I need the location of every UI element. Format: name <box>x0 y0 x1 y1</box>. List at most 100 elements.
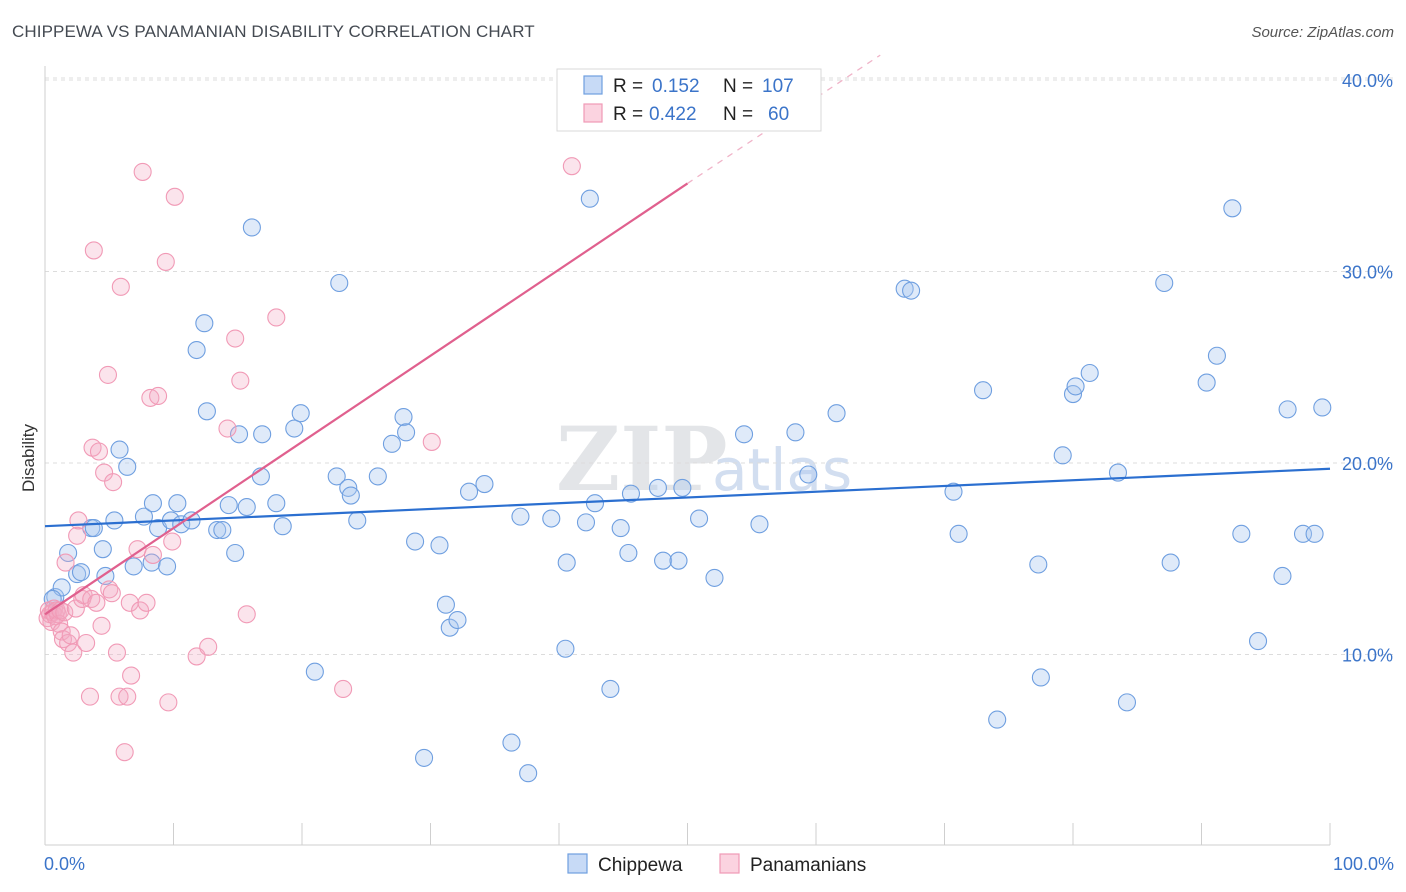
chippewa-point <box>1313 398 1332 417</box>
y-tick-label: 30.0% <box>1342 263 1393 283</box>
panamanians-point <box>52 622 71 641</box>
panamanians-trend-line-extension <box>687 54 881 184</box>
panamanians-point <box>64 643 83 662</box>
chippewa-point <box>229 425 249 444</box>
chippewa-point <box>1161 553 1180 572</box>
chippewa-point <box>273 517 292 536</box>
chippewa-point <box>673 478 692 497</box>
bottom-legend-label-chippewa: Chippewa <box>598 855 683 876</box>
chippewa-point <box>1197 373 1216 392</box>
chippewa-point <box>556 639 575 658</box>
chippewa-point <box>291 404 310 423</box>
panamanians-point <box>267 308 286 327</box>
panamanians-point <box>89 442 109 461</box>
chippewa-point <box>1155 273 1174 293</box>
panamanians-point <box>80 687 100 706</box>
panamanians-point <box>118 687 137 706</box>
chippewa-point <box>394 407 413 427</box>
chippewa-point <box>1066 377 1085 396</box>
chippewa-point <box>750 515 769 534</box>
chippewa-point <box>110 440 129 459</box>
chippewa-point <box>973 381 993 400</box>
panamanians-point <box>334 679 353 699</box>
chippewa-point <box>219 496 238 515</box>
chart-title: CHIPPEWA VS PANAMANIAN DISABILITY CORREL… <box>12 22 535 41</box>
panamanians-point <box>165 187 184 206</box>
legend-r-value-chippewa: 0.152 <box>652 76 700 97</box>
panamanians-point <box>163 532 182 551</box>
chippewa-point <box>475 475 494 494</box>
chippewa-point <box>348 511 367 530</box>
chippewa-point <box>267 494 286 513</box>
chippewa-point <box>226 543 245 563</box>
legend-n-label-chippewa: N = <box>723 76 753 97</box>
chart-source: Source: ZipAtlas.com <box>1251 24 1394 41</box>
chippewa-point <box>253 425 272 444</box>
chippewa-point <box>305 662 324 681</box>
chippewa-point <box>142 553 161 572</box>
panamanians-point <box>77 633 96 653</box>
y-tick-label: 10.0% <box>1342 646 1393 666</box>
chippewa-point <box>944 482 963 501</box>
panamanians-point <box>131 601 150 620</box>
watermark: ZIP atlas <box>556 407 852 511</box>
legend-r-label-chippewa: R = <box>613 76 643 97</box>
chippewa-point <box>1223 199 1242 218</box>
legend-r-value-panamanians: 0.422 <box>649 104 697 125</box>
chippewa-point <box>208 520 227 540</box>
series-legend: Chippewa Panamanians <box>567 853 866 876</box>
panamanians-point <box>141 388 160 407</box>
chippewa-trend-line <box>44 467 1331 528</box>
chippewa-point <box>1108 463 1128 482</box>
chippewa-point <box>440 618 459 637</box>
panamanians-point <box>226 329 245 348</box>
chippewa-point <box>648 478 667 497</box>
chippewa-point <box>237 497 256 517</box>
panamanians-point <box>68 526 87 545</box>
bottom-legend-label-panamanians: Panamanians <box>750 855 866 876</box>
chippewa-point <box>690 509 709 528</box>
panamanians-point <box>102 584 121 603</box>
panamanians-point <box>92 616 111 635</box>
chippewa-point <box>406 532 425 551</box>
chippewa-point <box>601 679 620 699</box>
chippewa-point <box>1207 346 1226 365</box>
panamanians-point <box>84 241 103 260</box>
chippewa-point <box>611 519 630 538</box>
panamanians-point <box>562 157 581 176</box>
chippewa-point <box>669 551 688 570</box>
chippewa-point <box>519 764 538 783</box>
chippewa-point <box>511 507 530 526</box>
panamanians-point <box>156 252 175 271</box>
legend-n-label-panamanians: N = <box>723 104 753 125</box>
chippewa-point <box>542 509 561 528</box>
chippewa-point <box>397 423 416 442</box>
panamanians-point <box>95 463 114 482</box>
chippewa-point <box>1117 693 1137 712</box>
panamanians-point <box>87 593 106 612</box>
chippewa-point <box>502 733 521 752</box>
x-tick-label-end: 100.0% <box>1333 854 1394 874</box>
chippewa-point <box>341 486 360 505</box>
chippewa-point <box>1278 400 1297 419</box>
chippewa-point <box>368 467 387 486</box>
chippewa-point <box>415 748 434 767</box>
chippewa-point <box>1031 668 1050 687</box>
grid-lines <box>45 77 1394 655</box>
bottom-legend-swatch-chippewa <box>567 853 588 874</box>
panamanians-point <box>218 419 237 438</box>
panamanians-point <box>111 277 130 296</box>
chippewa-point <box>436 595 455 614</box>
chippewa-point <box>1273 566 1292 586</box>
chippewa-point <box>1305 524 1324 543</box>
chippewa-point <box>576 513 596 532</box>
panamanians-point <box>133 162 152 181</box>
chippewa-point <box>330 273 349 293</box>
y-axis-label: Disability <box>19 423 38 492</box>
y-tick-label: 40.0% <box>1342 71 1393 91</box>
panamanians-point <box>110 687 129 706</box>
legend-n-value-panamanians: 60 <box>768 104 789 125</box>
panamanians-point <box>159 693 178 712</box>
y-tick-label: 20.0% <box>1342 454 1393 474</box>
panamanians-point <box>104 473 123 492</box>
